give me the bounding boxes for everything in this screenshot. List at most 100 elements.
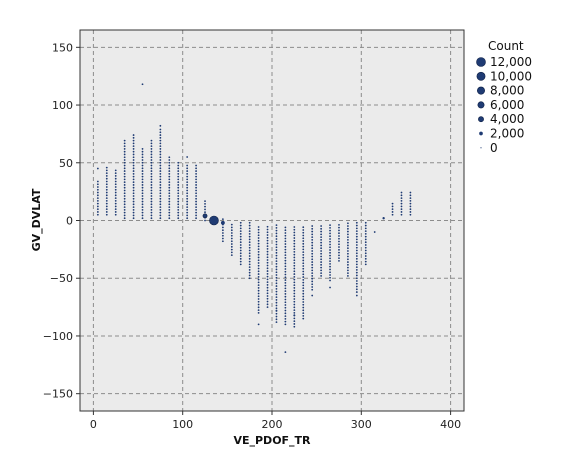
data-point [151,154,153,156]
data-point [151,140,153,142]
data-point [133,173,135,175]
data-point [311,225,313,227]
data-point [124,195,126,197]
data-point [115,208,117,210]
data-point [329,263,331,265]
data-point [151,212,153,214]
data-point [284,321,286,323]
data-point [151,176,153,178]
data-point [365,258,367,260]
data-point [222,240,224,242]
data-point [365,227,367,229]
data-point [311,275,313,277]
data-point [209,216,218,225]
legend-label: 4,000 [490,112,524,126]
data-point [240,239,242,241]
data-point [249,227,251,229]
data-point [267,295,269,297]
data-point [258,270,260,272]
data-point [177,165,179,167]
data-point [249,236,251,238]
data-point [311,267,313,269]
data-point [168,203,170,205]
data-point [97,197,99,199]
data-point [267,273,269,275]
data-point [186,181,188,183]
data-point [284,229,286,231]
data-point [302,298,304,300]
data-point [159,137,161,139]
data-point [159,129,161,131]
data-point [142,212,144,214]
data-point [177,209,179,211]
data-point [338,252,340,254]
data-point [142,209,144,211]
data-point [276,269,278,271]
data-point [302,315,304,317]
data-point [276,246,278,248]
data-point [204,200,206,202]
data-point [311,256,313,258]
data-point [177,190,179,192]
data-point [159,217,161,219]
data-point [106,211,108,213]
data-point [329,224,331,226]
data-point [329,287,331,289]
data-point [338,230,340,232]
data-point [159,151,161,153]
y-tick-label: 100 [52,99,73,112]
data-point [338,224,340,226]
legend-marker [477,87,484,94]
data-point [177,187,179,189]
data-point [392,206,394,208]
data-point [177,195,179,197]
data-point [302,260,304,262]
data-point [151,190,153,192]
data-point [293,251,295,253]
data-point [320,245,322,247]
data-point [293,281,295,283]
data-point [124,201,126,203]
data-point [159,192,161,194]
data-point [159,131,161,133]
data-point [249,277,251,279]
data-point [311,233,313,235]
data-point [168,178,170,180]
data-point [293,265,295,267]
data-point [159,154,161,156]
data-point [177,212,179,214]
data-point [151,170,153,172]
data-point [401,206,403,208]
data-point [311,281,313,283]
data-point [276,307,278,309]
data-point [276,302,278,304]
data-point [186,165,188,167]
data-point [151,195,153,197]
data-point [142,83,144,85]
data-point [293,276,295,278]
data-point [329,280,331,282]
data-point [365,241,367,243]
data-point [293,232,295,234]
data-point [151,215,153,217]
data-point [267,242,269,244]
legend-marker [479,132,483,136]
data-point [258,301,260,303]
data-point [258,226,260,228]
data-point [168,170,170,172]
data-point [186,192,188,194]
data-point [356,227,358,229]
data-point [195,206,197,208]
data-point [151,165,153,167]
data-point [106,172,108,174]
data-point [106,194,108,196]
data-point [249,266,251,268]
data-point [365,263,367,265]
data-point [106,192,108,194]
data-point [106,167,108,169]
data-point [124,198,126,200]
data-point [151,142,153,144]
data-point [168,215,170,217]
data-point [159,156,161,158]
legend-label: 6,000 [490,98,524,112]
